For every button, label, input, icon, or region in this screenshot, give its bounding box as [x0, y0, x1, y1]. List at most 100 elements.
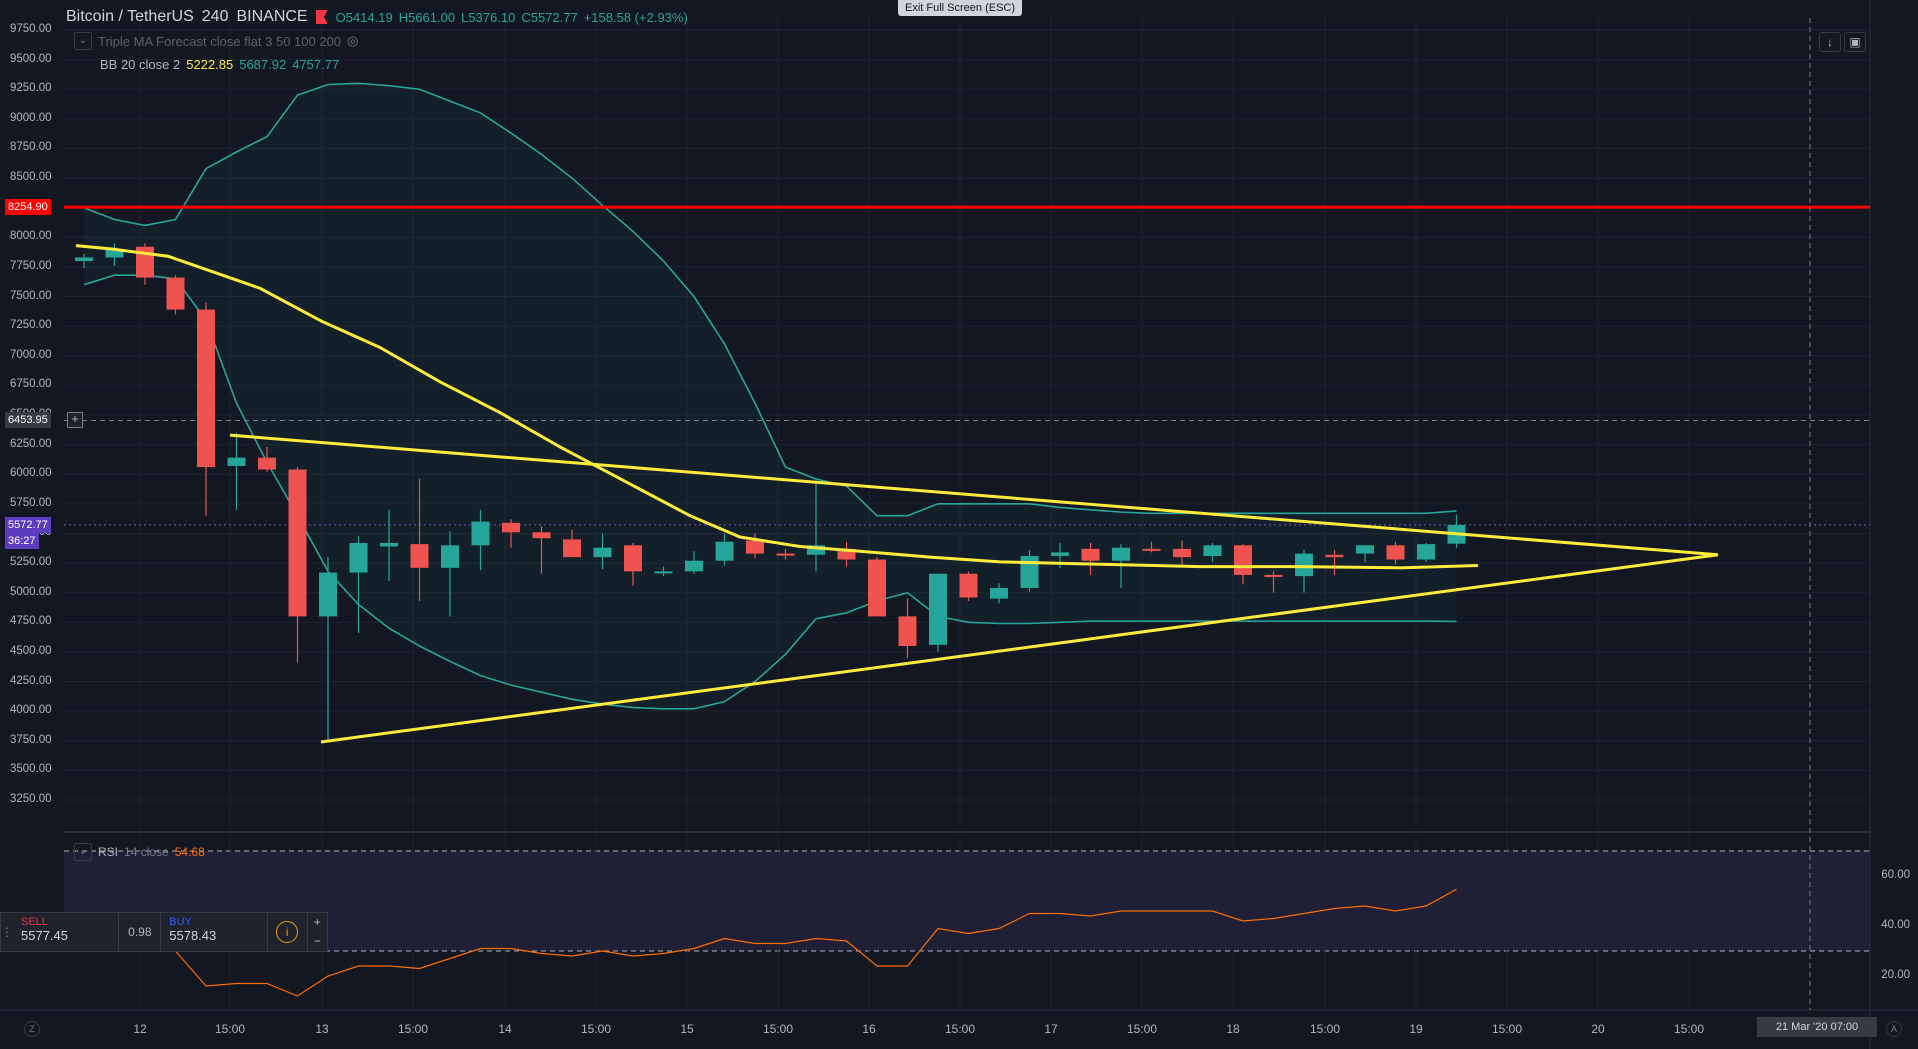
time-tick-label: 15:00: [762, 1022, 794, 1036]
price-tick-label: 5250.00: [10, 556, 52, 569]
candle-body: [624, 545, 642, 572]
candle-body: [1173, 548, 1191, 558]
info-icon: i: [276, 921, 299, 943]
timezone-icon[interactable]: Z: [24, 1021, 40, 1037]
triple-ma-legend: ⌄ Triple MA Forecast close flat 3 50 100…: [74, 32, 358, 50]
candle-body: [929, 573, 947, 645]
candle-body: [1142, 548, 1161, 551]
upper-trendline: [229, 433, 1719, 557]
change-value: +158.58 (+2.93%): [583, 9, 688, 25]
candle-body: [715, 541, 734, 561]
bb-label[interactable]: BB 20 close 2: [100, 57, 181, 72]
auto-scale-icon[interactable]: A: [1886, 1021, 1902, 1037]
flag-icon[interactable]: [315, 10, 328, 24]
price-tick-label: 8000.00: [10, 230, 52, 243]
candle-body: [166, 277, 185, 310]
sell-button[interactable]: SELL 5577.45: [13, 913, 118, 951]
chevron-down-icon[interactable]: ⌄: [74, 843, 92, 861]
price-tick-label: 9250.00: [10, 82, 52, 95]
trading-panel: ⋮ SELL 5577.45 0.98 BUY 5578.43 i + −: [0, 912, 328, 952]
bb-mid-value: 5222.85: [186, 57, 234, 72]
price-tick-label: 4000.00: [10, 704, 52, 717]
time-tick-label: 15:00: [214, 1022, 246, 1036]
buy-price: 5578.43: [169, 928, 217, 943]
symbol-name[interactable]: Bitcoin / TetherUS: [66, 8, 194, 25]
price-tick-label: 9500.00: [10, 52, 52, 65]
spread-value: 0.98: [118, 913, 162, 951]
price-tick-label: 7000.00: [10, 348, 52, 361]
resistance-price-tag: 8254.90: [5, 199, 51, 216]
time-tick-label: 15:00: [944, 1022, 976, 1036]
arrow-down-icon[interactable]: ↓: [1819, 32, 1841, 52]
exit-fullscreen-button[interactable]: Exit Full Screen (ESC): [898, 0, 1022, 16]
minus-button[interactable]: −: [313, 934, 321, 948]
rsi-band: [64, 851, 1870, 951]
open-value: O5414.19: [335, 9, 393, 25]
price-tick-label: 8750.00: [10, 141, 52, 154]
time-tick-label: 17: [1044, 1022, 1058, 1036]
time-tick-label: 20: [1591, 1022, 1605, 1036]
sell-label: SELL: [21, 916, 48, 928]
info-button[interactable]: i: [266, 913, 307, 951]
triple-ma-label[interactable]: Triple MA Forecast close flat 3 50 100 2…: [98, 33, 342, 49]
price-tick-label: 5000.00: [10, 585, 52, 598]
price-tick-label: 7250.00: [10, 319, 52, 332]
price-tick-label: 6750.00: [10, 378, 52, 391]
candle-body: [441, 545, 459, 568]
price-tick-label: 4500.00: [10, 644, 52, 657]
crosshair-plus-icon[interactable]: +: [67, 412, 83, 429]
bb-upper-value: 5687.92: [239, 57, 287, 72]
candle-body: [593, 547, 612, 558]
candle-body: [990, 587, 1008, 599]
candle-body: [105, 249, 124, 258]
candle-body: [563, 539, 581, 558]
chevron-down-icon[interactable]: ⌄: [74, 32, 92, 50]
time-tick-label: 15:00: [580, 1022, 612, 1036]
maximize-icon[interactable]: ▣: [1844, 32, 1866, 52]
candle-body: [1386, 545, 1405, 560]
time-tick-label: 12: [133, 1022, 147, 1036]
candle-body: [1356, 545, 1374, 554]
time-tick-label: 15: [680, 1022, 694, 1036]
candle-body: [1234, 545, 1252, 575]
rsi-tick-label: 20.00: [1881, 969, 1910, 981]
candle-body: [319, 572, 337, 617]
low-value: L5376.10: [461, 9, 516, 25]
symbol-header: Bitcoin / TetherUS 240 BINANCE O5414.19 …: [66, 6, 688, 28]
price-tick-label: 3750.00: [10, 733, 52, 746]
time-tick-label: 15:00: [397, 1022, 429, 1036]
crosshair-date-label: 21 Mar '20 07:00: [1757, 1017, 1877, 1037]
candle-body: [1051, 552, 1069, 556]
price-tick-label: 4250.00: [10, 674, 52, 687]
buy-label: BUY: [169, 916, 192, 928]
rsi-tick-label: 60.00: [1881, 869, 1910, 881]
rsi-tick-label: 40.00: [1881, 919, 1910, 931]
price-tick-label: 9000.00: [10, 111, 52, 124]
rsi-params: 14 close: [124, 845, 169, 859]
buy-button[interactable]: BUY 5578.43: [161, 913, 266, 951]
candle-body: [1264, 574, 1283, 577]
price-tick-label: 7750.00: [10, 259, 52, 272]
candle-body: [776, 553, 795, 556]
candle-body: [75, 257, 93, 261]
candle-body: [197, 309, 215, 468]
drag-handle-icon[interactable]: ⋮: [1, 925, 13, 939]
candle-body: [1417, 544, 1435, 560]
price-tick-label: 3500.00: [10, 763, 52, 776]
interval-label[interactable]: 240: [201, 8, 229, 25]
plus-button[interactable]: +: [313, 915, 321, 929]
rsi-legend: ⌄ RSI 14 close 54.68: [74, 843, 205, 861]
eye-hidden-icon[interactable]: ◎: [347, 33, 359, 48]
candle-body: [349, 542, 368, 573]
price-tick-label: 6250.00: [10, 437, 52, 450]
candle-body: [258, 457, 276, 470]
ma-trend-line: [75, 244, 1479, 570]
candle-body: [1203, 545, 1222, 556]
time-tick-label: 15:00: [1491, 1022, 1523, 1036]
candle-body: [959, 573, 978, 598]
rsi-label[interactable]: RSI: [98, 845, 119, 859]
sell-price: 5577.45: [21, 928, 68, 943]
candle-body: [807, 545, 825, 555]
candle-body: [1081, 548, 1100, 561]
